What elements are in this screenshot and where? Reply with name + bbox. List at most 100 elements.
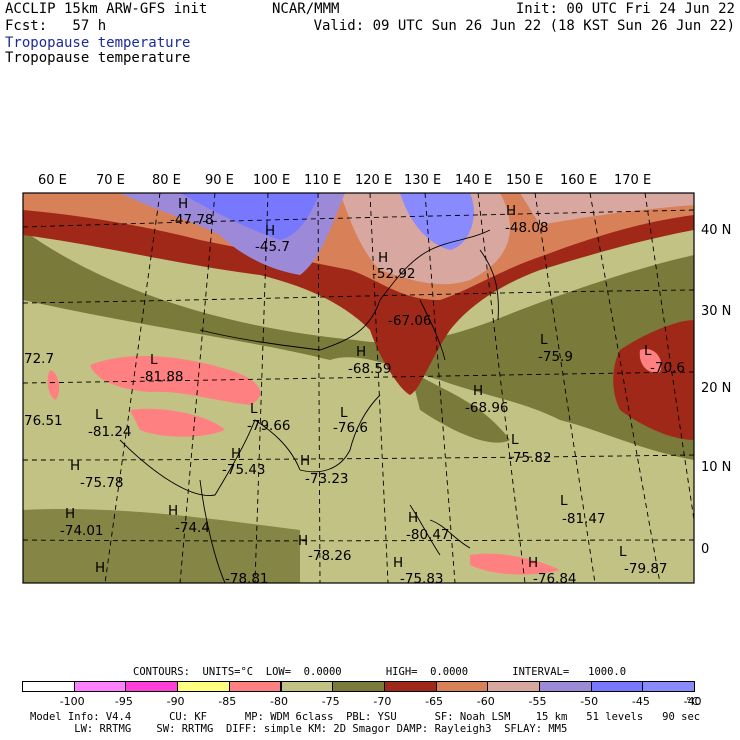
hl-value: -73.23 xyxy=(305,471,349,487)
hl-mark: L xyxy=(95,407,103,423)
hl-value: -81.24 xyxy=(88,424,132,440)
coastlines xyxy=(119,229,499,584)
colorbar-label: -95 xyxy=(114,695,133,708)
hl-value: -78.26 xyxy=(308,548,352,564)
lon-label: 130 E xyxy=(404,173,441,188)
colorbar-swatch xyxy=(383,681,437,692)
lon-label: 170 E xyxy=(614,173,651,188)
hl-mark: H xyxy=(95,560,105,576)
hl-mark: L xyxy=(560,493,568,509)
lon-label: 70 E xyxy=(96,173,125,188)
colorbar-label: -100 xyxy=(59,695,85,708)
hl-mark: L xyxy=(250,401,258,417)
colorbar-swatch xyxy=(539,681,592,692)
tropopause-temperature-map: 60 E 70 E 80 E 90 E 100 E 110 E 120 E 13… xyxy=(22,173,731,587)
graticule xyxy=(22,192,695,584)
hl-value: -70.6 xyxy=(650,360,685,376)
colorbar-label: -70 xyxy=(373,695,392,708)
colorbar-label: -45 xyxy=(631,695,650,708)
model-info-line1: Model Info: V4.4 CU: KF MP: WDM 6class P… xyxy=(30,711,701,723)
lat-label: 30 N xyxy=(701,304,731,319)
hl-value: -76.6 xyxy=(333,420,368,436)
hl-value: -79.66 xyxy=(247,418,291,434)
hl-value: -68.96 xyxy=(465,400,509,416)
hl-mark: H xyxy=(408,510,418,526)
lat-label: 10 N xyxy=(701,460,731,475)
lon-label: 140 E xyxy=(455,173,492,188)
hl-mark: L xyxy=(511,432,519,448)
hl-value: -74.4 xyxy=(175,520,210,536)
organization-label: NCAR/MMM xyxy=(272,1,340,17)
hl-value: -75.78 xyxy=(80,475,124,491)
colorbar-swatch xyxy=(22,681,75,692)
field-title-contour: Tropopause temperature xyxy=(5,50,191,66)
hl-value: -52.92 xyxy=(372,266,416,282)
hl-mark: H xyxy=(178,196,188,212)
hl-value: -75.43 xyxy=(222,462,266,478)
hl-value: -75.83 xyxy=(400,571,444,587)
hl-mark: H xyxy=(356,344,366,360)
colorbar-label: -75 xyxy=(321,695,340,708)
lat-label: 0 xyxy=(701,542,709,557)
colorbar-label: -85 xyxy=(218,695,237,708)
hl-value: 76.51 xyxy=(24,413,63,429)
hl-mark: L xyxy=(150,352,158,368)
colorbar-swatch xyxy=(177,681,230,692)
lon-label: 60 E xyxy=(38,173,67,188)
hl-value: -81.88 xyxy=(140,369,184,385)
lat-label: 20 N xyxy=(701,381,731,396)
hl-value: -68.59 xyxy=(348,361,392,377)
lon-label: 80 E xyxy=(152,173,181,188)
hl-mark: H xyxy=(265,223,275,239)
lat-label: 40 N xyxy=(701,223,731,238)
colorbar-unit: °C xyxy=(686,695,700,708)
hl-mark: -45.7 xyxy=(255,239,290,255)
hl-mark: L xyxy=(619,544,627,560)
highs-lows: H -47.78 H -45.7 H -48.08 H -52.92 -67.0… xyxy=(24,196,685,587)
colorbar-swatch xyxy=(73,681,127,692)
hl-mark: H xyxy=(65,506,75,522)
hl-mark: H xyxy=(298,533,308,549)
hl-mark: H xyxy=(506,203,516,219)
lon-label: 90 E xyxy=(205,173,234,188)
hl-value: -78.81 xyxy=(225,571,269,587)
lon-label: 100 E xyxy=(253,173,290,188)
hl-mark: H xyxy=(300,453,310,469)
hl-value: -75.82 xyxy=(508,450,552,466)
hl-value: -74.01 xyxy=(60,523,104,539)
colorbar-label: -90 xyxy=(166,695,185,708)
lon-label: 120 E xyxy=(355,173,392,188)
hl-mark: H xyxy=(528,555,538,571)
field-title-shaded: Tropopause temperature xyxy=(5,35,191,51)
hl-value: -80.47 xyxy=(406,527,450,543)
colorbar-swatch xyxy=(228,681,282,692)
hl-mark: H xyxy=(70,458,80,474)
hl-value: -76.84 xyxy=(533,571,577,587)
hl-mark: H xyxy=(168,503,178,519)
colorbar-swatch xyxy=(642,681,696,692)
lon-label: 150 E xyxy=(506,173,543,188)
colorbar-swatch xyxy=(435,681,489,692)
hl-mark: H xyxy=(393,555,403,571)
colorbar-swatch xyxy=(332,681,385,692)
init-time: Init: 00 UTC Fri 24 Jun 22 xyxy=(515,1,735,17)
hl-mark: L xyxy=(340,405,348,421)
colorbar-label: -65 xyxy=(425,695,444,708)
colorbar-label: -55 xyxy=(528,695,547,708)
run-title: ACCLIP 15km ARW-GFS init xyxy=(5,1,208,17)
valid-time: Valid: 09 UTC Sun 26 Jun 22 (18 KST Sun … xyxy=(313,18,735,34)
hl-mark: H xyxy=(473,383,483,399)
colorbar-swatch xyxy=(487,681,540,692)
colorbar-swatch xyxy=(125,681,179,692)
colorbar-swatch xyxy=(590,681,644,692)
colorbar-label: -50 xyxy=(580,695,599,708)
hl-mark: H xyxy=(231,446,241,462)
shaded-field xyxy=(23,193,694,583)
forecast-hour: Fcst: 57 h xyxy=(5,18,107,34)
hl-mark: H xyxy=(378,250,388,266)
hl-value: 72.7 xyxy=(24,351,54,367)
colorbar-label: -40 xyxy=(683,695,702,708)
colorbar-swatch xyxy=(280,681,334,692)
colorbar-label: -80 xyxy=(270,695,288,708)
hl-value: -48.08 xyxy=(505,220,549,236)
